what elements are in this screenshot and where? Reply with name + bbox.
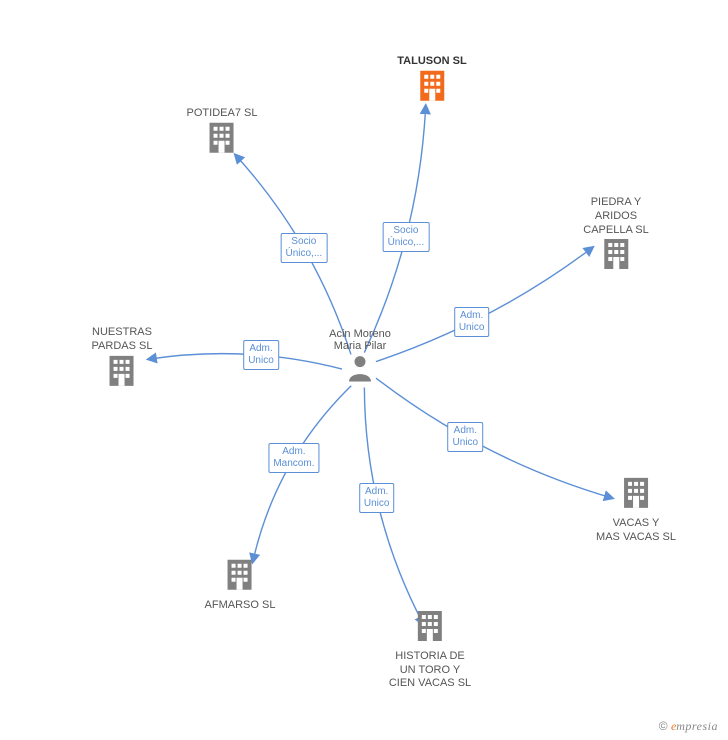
edge-historia <box>364 387 423 624</box>
edge-label-taluson: Socio Único,... <box>383 222 430 252</box>
edge-taluson <box>364 105 425 352</box>
node-historia[interactable]: HISTORIA DEUN TORO YCIEN VACAS SL <box>389 609 471 691</box>
center-person[interactable] <box>347 354 373 387</box>
brand-rest: mpresia <box>676 719 718 733</box>
node-label-historia: HISTORIA DEUN TORO YCIEN VACAS SL <box>389 650 471 691</box>
node-vacas[interactable]: VACAS YMAS VACAS SL <box>596 476 676 544</box>
edge-potidea <box>235 154 351 354</box>
edge-vacas <box>376 378 613 498</box>
node-nuestras[interactable]: NUESTRASPARDAS SL <box>92 324 153 392</box>
edge-label-vacas: Adm. Unico <box>448 422 484 452</box>
node-label-potidea: POTIDEA7 SL <box>187 107 258 121</box>
edge-label-nuestras: Adm. Unico <box>243 340 279 370</box>
watermark: © empresia <box>659 719 718 734</box>
edge-nuestras <box>148 354 342 369</box>
node-piedra[interactable]: PIEDRA YARIDOSCAPELLA SL <box>583 194 648 276</box>
edge-label-potidea: Socio Único,... <box>280 233 327 263</box>
node-afmarso[interactable]: AFMARSO SL <box>205 558 276 613</box>
center-person-label: Acin Moreno Maria Pilar <box>329 328 391 352</box>
node-taluson[interactable]: TALUSON SL <box>397 53 466 108</box>
node-label-piedra: PIEDRA YARIDOSCAPELLA SL <box>583 196 648 237</box>
copyright-symbol: © <box>659 719 668 733</box>
diagram-canvas: Socio Único,... Socio Único,... Adm. Unico… <box>0 0 728 740</box>
node-label-vacas: VACAS YMAS VACAS SL <box>596 517 676 545</box>
node-label-nuestras: NUESTRASPARDAS SL <box>92 326 153 354</box>
edge-label-historia: Adm. Unico <box>359 483 395 513</box>
node-potidea[interactable]: POTIDEA7 SL <box>187 105 258 160</box>
node-label-afmarso: AFMARSO SL <box>205 599 276 613</box>
edge-piedra <box>376 247 593 361</box>
edge-afmarso <box>253 386 352 563</box>
edge-label-piedra: Adm. Unico <box>454 307 490 337</box>
node-label-taluson: TALUSON SL <box>397 55 466 69</box>
edge-label-afmarso: Adm. Mancom. <box>268 443 319 473</box>
